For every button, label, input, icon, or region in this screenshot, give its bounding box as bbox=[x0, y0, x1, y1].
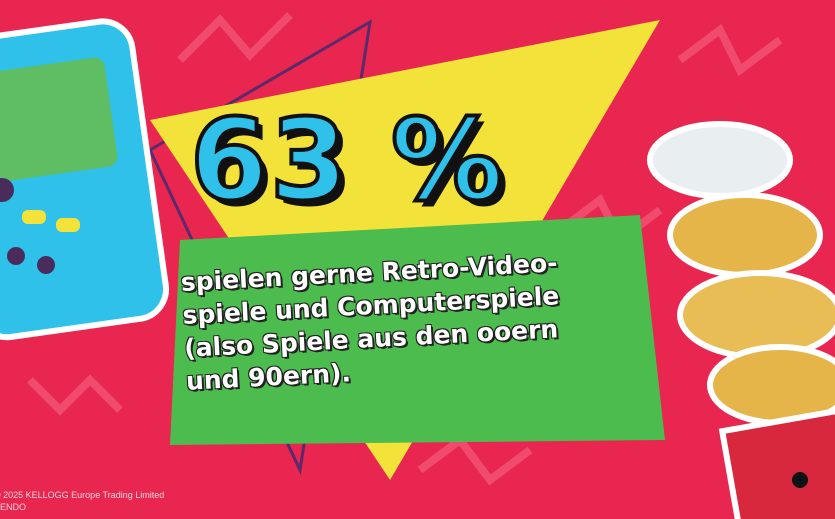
copyright-line: © 2025 KELLOGG Europe Trading Limited bbox=[0, 490, 165, 500]
copyright-line-2: ENDO bbox=[0, 502, 27, 512]
handheld-game-device bbox=[0, 18, 170, 341]
subtitle-text: spielen gerne Retro-Video- spiele und Co… bbox=[180, 244, 606, 398]
chips-can bbox=[647, 121, 835, 519]
green-panel bbox=[170, 215, 665, 445]
headline-percentage: 63 % bbox=[188, 96, 506, 226]
copyright-notice: © 2025 KELLOGG Europe Trading Limited EN… bbox=[0, 489, 164, 513]
